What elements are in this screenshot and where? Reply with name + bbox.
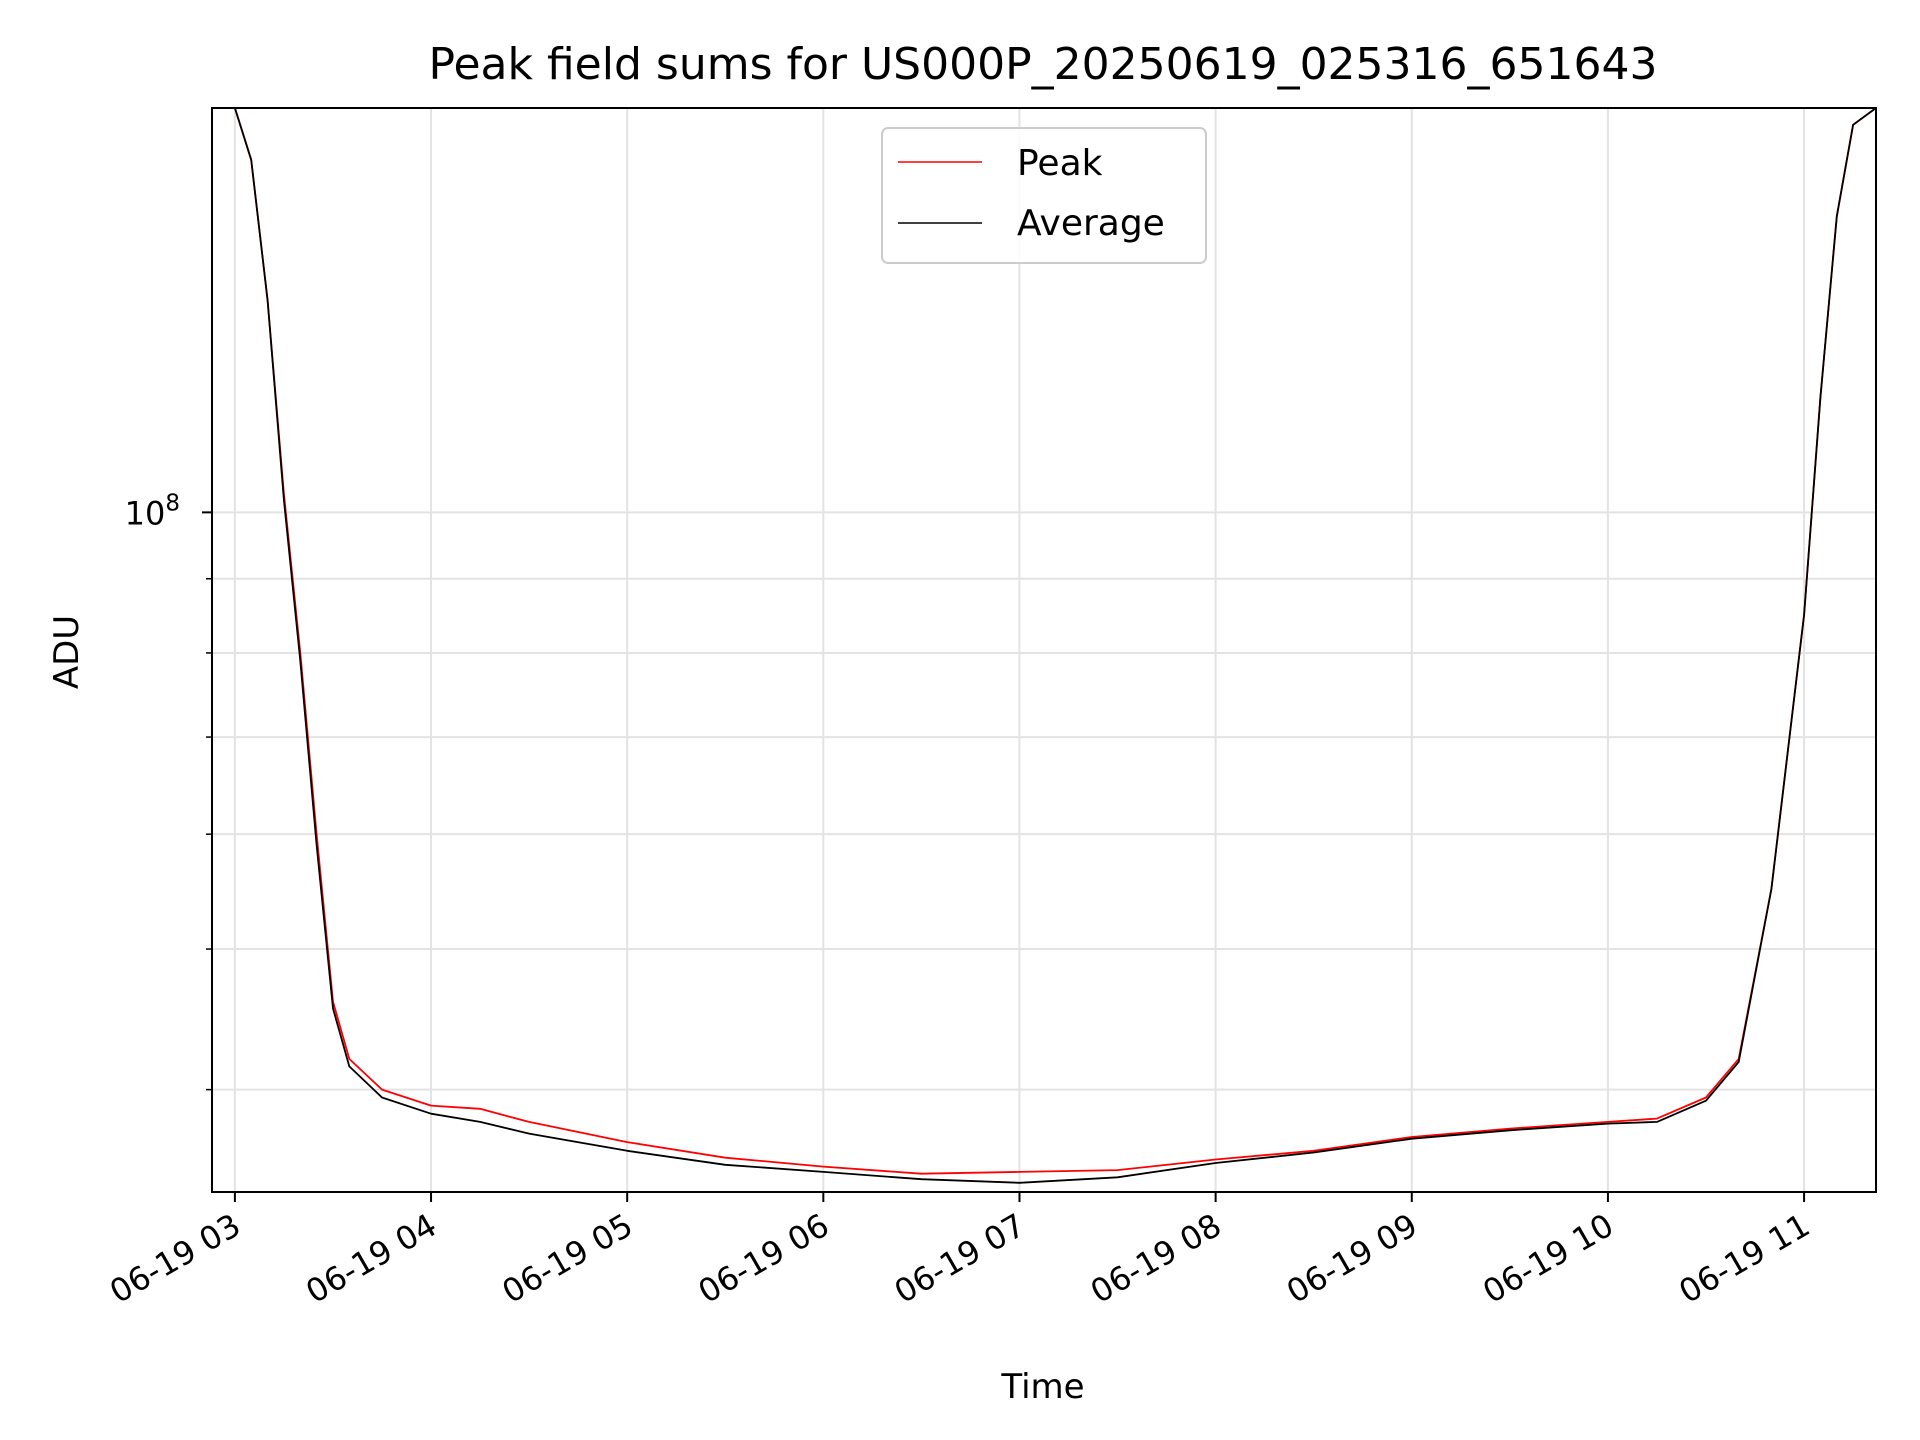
plot-area-frame [211, 107, 1877, 1193]
series-line-average [212, 107, 1877, 1184]
y-axis-label: ADU [47, 615, 87, 689]
x-gridlines [233, 108, 1806, 1192]
chart-title: Peak field sums for US000P_20250619_0253… [429, 39, 1658, 90]
y-axis-ticks: 108 [125, 490, 212, 1091]
x-axis-ticks: 06-19 03 06-19 04 06-19 05 06-19 06 06-19 07… [103, 1192, 1816, 1311]
x-tick-label: 06-19 08 [1084, 1206, 1228, 1311]
series-line-peak [212, 107, 1877, 1175]
legend-label-peak: Peak [1017, 143, 1103, 184]
legend-label-average: Average [1017, 203, 1165, 244]
x-tick-label: 06-19 09 [1280, 1206, 1424, 1311]
legend: Peak Average [881, 127, 1207, 264]
series-layer [212, 107, 1877, 1184]
x-tick-label: 06-19 05 [496, 1206, 640, 1311]
y-gridlines [212, 511, 1876, 1091]
x-tick-label: 06-19 10 [1476, 1206, 1620, 1311]
x-axis-label: Time [1000, 1367, 1084, 1407]
x-tick-label: 06-19 06 [692, 1206, 836, 1311]
x-tick-label: 06-19 04 [299, 1206, 443, 1311]
x-tick-label: 06-19 07 [888, 1206, 1032, 1311]
y-tick-label: 108 [125, 490, 180, 532]
x-tick-label: 06-19 11 [1672, 1206, 1816, 1311]
x-tick-label: 06-19 03 [103, 1206, 247, 1311]
